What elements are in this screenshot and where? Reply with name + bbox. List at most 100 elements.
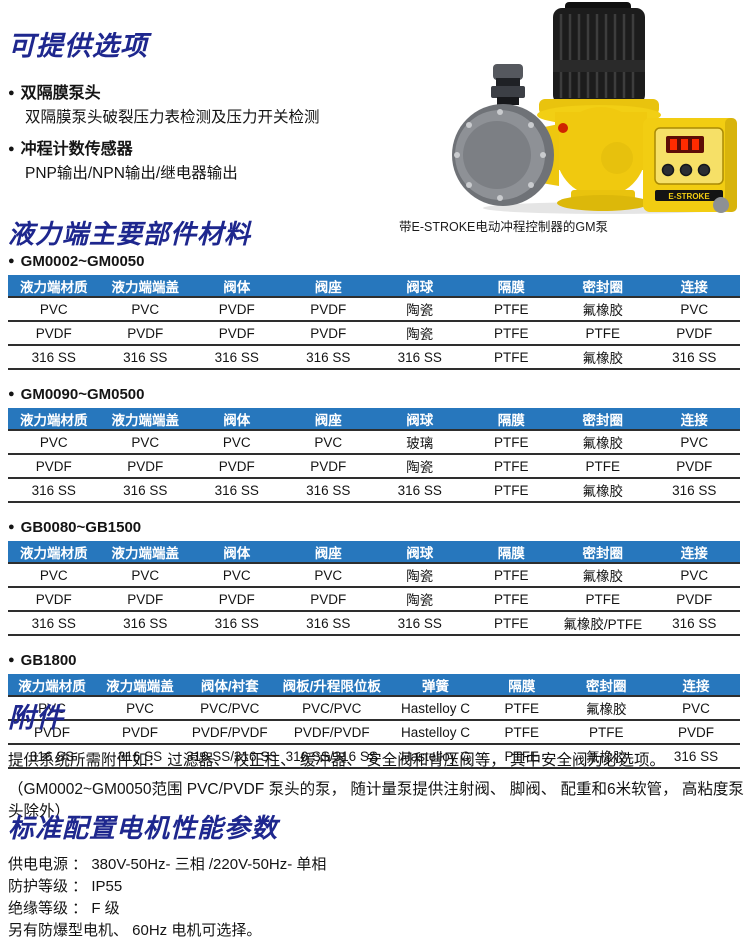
table-cell: 316 SS/316 SS (183, 743, 276, 769)
options-section-title: 可提供选项 (8, 31, 148, 61)
table-cell: 陶瓷 (374, 562, 466, 587)
table-cell: PTFE (483, 743, 561, 769)
table-cell: PVDF (648, 586, 740, 611)
column-header: 液力端端盖 (95, 674, 184, 696)
table-cell: PVDF (282, 296, 374, 321)
table-cell: PVC/PVC (275, 695, 388, 720)
table-header-row: 液力端材质 液力端端盖 阀体 阀座 阀球 隔膜 密封圈 连接 (8, 275, 740, 297)
motor-section: 标准配置电机性能参数 供电电源 ： 380V-50Hz- 三相 /220V-50… (8, 814, 744, 944)
table-cell: 氟橡胶 (560, 743, 652, 769)
column-header: 阀体 (191, 541, 283, 563)
bullet-icon: ● (8, 388, 15, 400)
table-model-text: GM0090~GM0500 (20, 386, 145, 403)
materials-table: 液力端材质 液力端端盖 阀体 阀座 阀球 隔膜 密封圈 连接 PVC PVC PVC PVC 玻璃 PTF… (8, 408, 740, 503)
table-row: 316 SS 316 SS 316 SS 316 SS 316 SS PTFE 氟橡胶/PT… (8, 610, 740, 636)
column-header: 连接 (648, 541, 740, 563)
table-cell: 316 SS (282, 477, 374, 503)
motor-line-insulation: 绝缘等级 ： F 级 (8, 899, 120, 917)
table-row: 316 SS 316 SS 316 SS 316 SS 316 SS PTFE 氟橡胶 316… (8, 344, 740, 370)
table-cell: PVC (648, 562, 740, 587)
option-item-label-text: 双隔膜泵头 (20, 85, 101, 102)
table-cell: 316 SS (95, 743, 184, 769)
table-model-title: ● GM0002~GM0050 (8, 253, 740, 270)
column-header: 液力端端盖 (99, 541, 191, 563)
table-model-title: ● GB0080~GB1500 (8, 519, 740, 536)
table-cell: 氟橡胶 (557, 562, 649, 587)
table-cell: 316 SS (8, 743, 96, 769)
table-cell: PVC (8, 562, 100, 587)
accessories-line-1: 提供系统所需附件如： 过滤器、 校正柱、 缓冲器、 安全阀和背压阀等， 其中安全… (8, 751, 666, 769)
bullet-icon: ● (8, 143, 15, 155)
table-cell: 316 SS (191, 344, 283, 370)
table-cell: 316 SS (8, 610, 100, 636)
bullet-icon: ● (8, 654, 15, 666)
motor-line-power: 供电电源 ： 380V-50Hz- 三相 /220V-50Hz- 单相 (8, 855, 327, 873)
table-cell: PTFE (465, 610, 557, 636)
table-cell: 316 SS (99, 477, 191, 503)
table-cell: PTFE (557, 586, 649, 611)
table-cell: 316 SS (374, 610, 466, 636)
table-cell: PVDF (8, 719, 96, 744)
table-cell: PVDF (648, 320, 740, 345)
table-cell: PVC (8, 695, 96, 720)
table-group: ● GM0090~GM0500 液力端材质 液力端端盖 阀体 阀座 阀球 隔膜 密封圈 连接 PV… (8, 386, 740, 503)
column-header: 密封圈 (560, 674, 652, 696)
table-cell: PVDF (651, 719, 740, 744)
table-cell: 316 SS (374, 344, 466, 370)
table-cell: Hastelloy C (388, 719, 483, 744)
table-row: PVDF PVDF PVDF PVDF 陶瓷 PTFE PTFE PVDF (8, 453, 740, 478)
table-cell: 316 SS (191, 477, 283, 503)
table-cell: PTFE (465, 429, 557, 454)
column-header: 阀座 (282, 541, 374, 563)
table-cell: 316 SS (648, 344, 740, 370)
option-item-detail: 双隔膜泵头破裂压力表检测及压力开关检测 (25, 109, 320, 126)
table-cell: PVC (282, 562, 374, 587)
table-cell: 陶瓷 (374, 586, 466, 611)
table-cell: PVC (99, 296, 191, 321)
pump-caption: 带E-STROKE电动冲程控制器的GM泵 (399, 220, 609, 234)
table-cell: PVC (8, 429, 100, 454)
table-cell: 陶瓷 (374, 320, 466, 345)
table-cell: PVDF (191, 296, 283, 321)
column-header: 阀体/衬套 (183, 674, 276, 696)
column-header: 阀体 (191, 275, 283, 297)
table-cell: PVC (95, 695, 184, 720)
materials-table: 液力端材质 液力端端盖 阀体 阀座 阀球 隔膜 密封圈 连接 PVC PVC PVC PVC 陶瓷 PTF… (8, 541, 740, 636)
table-cell: PVDF (99, 586, 191, 611)
table-cell: PVDF (191, 320, 283, 345)
table-cell: Hastelloy C (388, 743, 483, 769)
table-cell: PVDF (648, 453, 740, 478)
column-header: 液力端端盖 (99, 408, 191, 430)
column-header: 阀板/升程限位板 (275, 674, 388, 696)
materials-table: 液力端材质 液力端端盖 阀体 阀座 阀球 隔膜 密封圈 连接 PVC PVC PVDF PVDF 陶瓷 P… (8, 275, 740, 370)
table-row: 316 SS 316 SS 316 SS 316 SS 316 SS PTFE 氟橡胶 316… (8, 477, 740, 503)
table-cell: 氟橡胶 (557, 296, 649, 321)
column-header: 液力端材质 (8, 275, 100, 297)
materials-tables: ● GM0002~GM0050 液力端材质 液力端端盖 阀体 阀座 阀球 隔膜 密封圈 连接 PV… (8, 253, 740, 785)
column-header: 阀球 (374, 275, 466, 297)
option-item-label: ● 冲程计数传感器 (8, 135, 403, 159)
table-cell: 316 SS (282, 344, 374, 370)
table-cell: PVDF/PVDF (275, 719, 388, 744)
table-header-row: 液力端材质 液力端端盖 阀体 阀座 阀球 隔膜 密封圈 连接 (8, 408, 740, 430)
motor-line-options: 另有防爆型电机、 60Hz 电机可选择。 (8, 921, 262, 939)
table-cell: PVC (191, 429, 283, 454)
table-row: PVC PVC PVC/PVC PVC/PVC Hastelloy C PTFE 氟橡胶 PV… (8, 695, 740, 720)
table-cell: PVC (648, 429, 740, 454)
table-group: ● GB0080~GB1500 液力端材质 液力端端盖 阀体 阀座 阀球 隔膜 密封圈 连接 PV… (8, 519, 740, 636)
materials-section-title: 液力端主要部件材料 (8, 219, 252, 249)
table-cell: PVDF (282, 586, 374, 611)
options-list: ● 双隔膜泵头 双隔膜泵头破裂压力表检测及压力开关检测 ● 冲程计数传感器 PNP输… (8, 76, 403, 191)
column-header: 隔膜 (465, 541, 557, 563)
table-cell: PVDF (99, 453, 191, 478)
pump-image: E-STROKE (403, 0, 743, 215)
table-cell: 316 SS (99, 344, 191, 370)
table-cell: PVC (648, 296, 740, 321)
accessories-line-2: （GM0002~GM0050范围 PVC/PVDF 泵头的泵， 随计量泵提供注射… (8, 780, 744, 820)
accessories-section-title: 附件 (8, 703, 64, 733)
table-row: PVC PVC PVDF PVDF 陶瓷 PTFE 氟橡胶 PVC (8, 296, 740, 321)
column-header: 阀座 (282, 275, 374, 297)
table-cell: PVDF (95, 719, 184, 744)
table-model-title: ● GM0090~GM0500 (8, 386, 740, 403)
table-header-row: 液力端材质 液力端端盖 阀体 阀座 阀球 隔膜 密封圈 连接 (8, 541, 740, 563)
